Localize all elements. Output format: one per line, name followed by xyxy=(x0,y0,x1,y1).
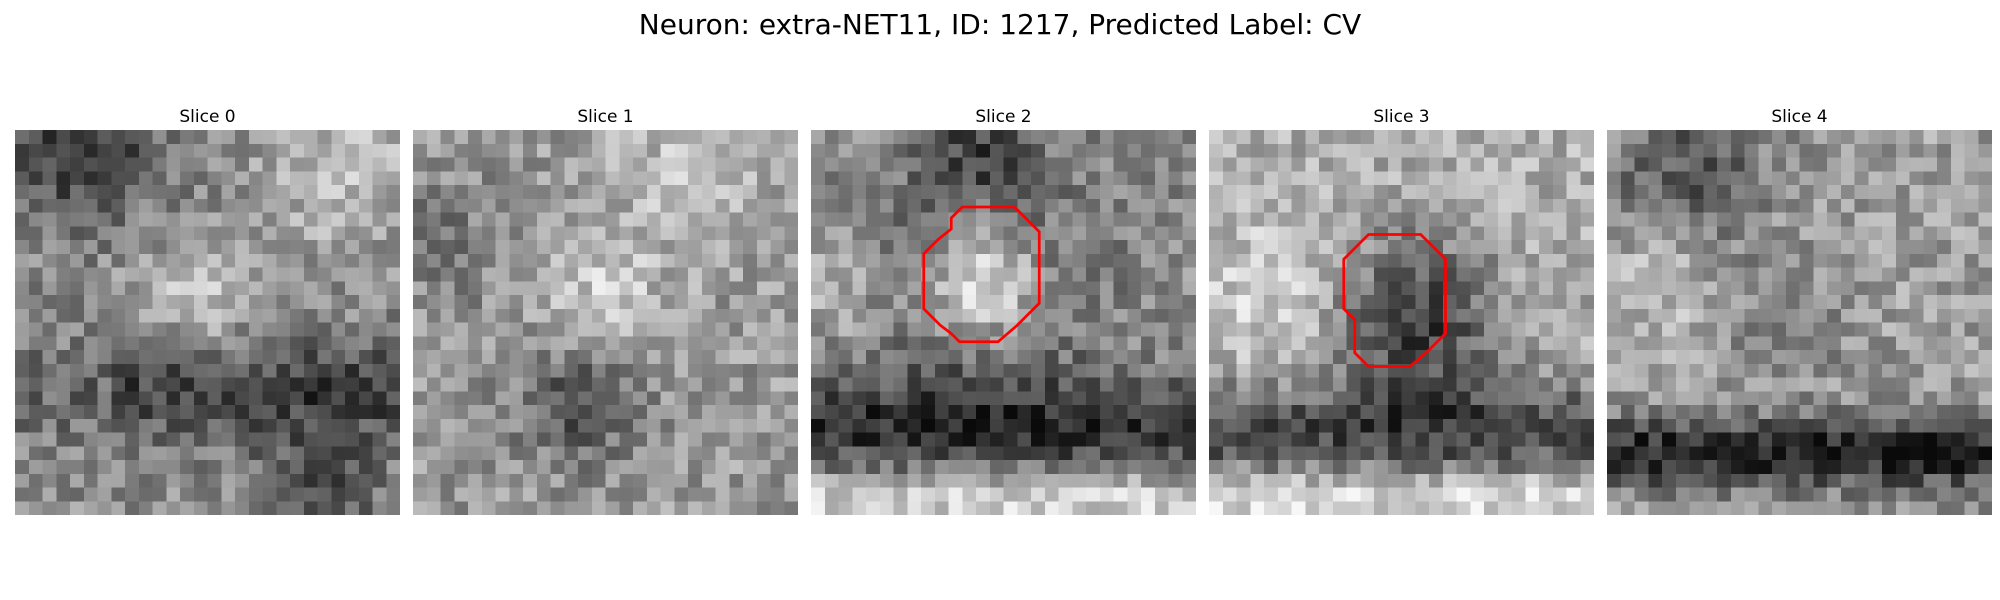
slice-image-4 xyxy=(1607,130,1992,515)
slice-panel-3: Slice 3 xyxy=(1209,104,1594,515)
slice-title-4: Slice 4 xyxy=(1771,107,1828,127)
slice-panel-0: Slice 0 xyxy=(15,104,400,515)
slice-image-2 xyxy=(811,130,1196,515)
slice-image-0 xyxy=(15,130,400,515)
slice-image-1 xyxy=(413,130,798,515)
slice-panel-4: Slice 4 xyxy=(1607,104,1992,515)
slice-panel-2: Slice 2 xyxy=(811,104,1196,515)
roi-outline-3 xyxy=(1342,233,1447,368)
slice-title-1: Slice 1 xyxy=(577,107,634,127)
slice-panel-1: Slice 1 xyxy=(413,104,798,515)
slice-title-3: Slice 3 xyxy=(1373,107,1430,127)
roi-outline-2 xyxy=(922,205,1041,344)
slice-title-2: Slice 2 xyxy=(975,107,1032,127)
slice-title-0: Slice 0 xyxy=(179,107,236,127)
figure-title: Neuron: extra-NET11, ID: 1217, Predicted… xyxy=(638,8,1362,41)
slice-image-3 xyxy=(1209,130,1594,515)
